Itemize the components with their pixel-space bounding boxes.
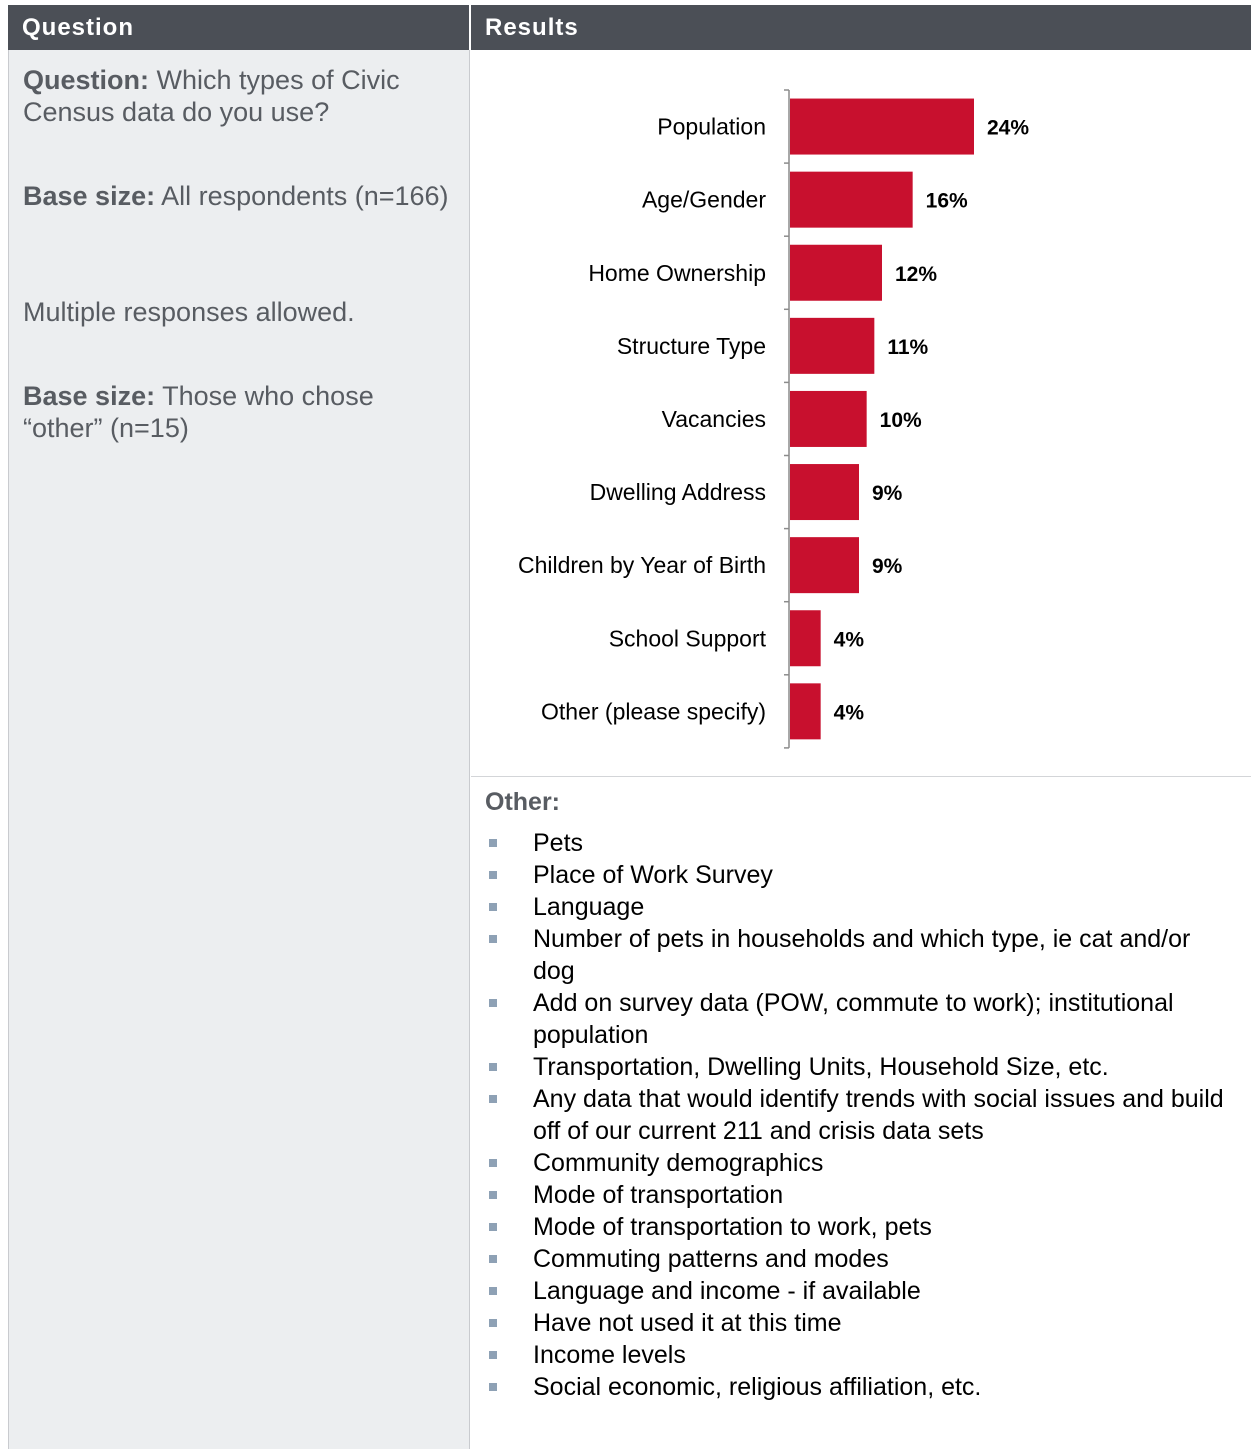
other-list-item-text: Pets [533, 829, 584, 857]
other-responses-list: Pets Place of Work Survey Language Number o… [485, 827, 1225, 1403]
category-label: Home Ownership [588, 260, 766, 286]
other-list-item: Any data that would identify trends with… [485, 1083, 1225, 1147]
chart-bar [790, 464, 859, 521]
other-list-item-text: Income levels [533, 1341, 686, 1369]
value-label: 4% [834, 701, 865, 724]
square-bullet-icon [489, 1287, 497, 1295]
square-bullet-icon [489, 1191, 497, 1199]
category-label: Other (please specify) [541, 698, 766, 724]
square-bullet-icon [489, 1319, 497, 1327]
results-bar-chart: Population 24% Age/Gender 16% Home Ownership… [518, 89, 1029, 749]
square-bullet-icon [489, 935, 497, 943]
header-divider [469, 5, 471, 50]
base-size-prefix: Base size: [23, 181, 156, 211]
other-list-item-text: Language and income - if available [533, 1277, 921, 1305]
other-title: Other: [485, 788, 560, 816]
question-panel: Question: Which types of Civic Census da… [8, 50, 469, 1449]
category-label: Dwelling Address [590, 479, 766, 505]
other-list-item: Mode of transportation to work, pets [485, 1211, 1225, 1243]
chart-bar [790, 244, 882, 301]
chart-bar [790, 317, 875, 374]
value-label: 4% [834, 628, 865, 651]
other-list-item: Language [485, 891, 1225, 923]
other-list-item: Income levels [485, 1339, 1225, 1371]
category-label: Population [657, 114, 766, 140]
other-list-item: Mode of transportation [485, 1179, 1225, 1211]
chart-bar [790, 98, 974, 155]
category-label: School Support [609, 625, 767, 651]
square-bullet-icon [489, 903, 497, 911]
other-list-item: Have not used it at this time [485, 1307, 1225, 1339]
other-list-item-text: Language [533, 893, 645, 921]
other-list-item-text: Transportation, Dwelling Units, Househol… [533, 1053, 1109, 1081]
other-list-item-text: Mode of transportation to work, pets [533, 1213, 932, 1241]
question-text: Which types of Civic Census data do you … [23, 65, 400, 127]
base-size-other-prefix: Base size: [23, 381, 156, 411]
value-label: 9% [872, 555, 903, 578]
other-list-item-text: Community demographics [533, 1149, 824, 1177]
question-block: Question: Which types of Civic Census da… [23, 64, 453, 128]
base-size-block: Base size: All respondents (n=166) [23, 180, 453, 212]
square-bullet-icon [489, 1383, 497, 1391]
value-label: 12% [895, 263, 937, 286]
other-list-item-text: Place of Work Survey [533, 861, 773, 889]
value-label: 10% [880, 409, 922, 432]
value-label: 16% [926, 190, 968, 213]
other-list-item-text: Number of pets in households and which t… [533, 925, 1191, 985]
results-column-header: Results [471, 5, 1251, 50]
chart-bar [790, 610, 821, 667]
other-list-item-text: Add on survey data (POW, commute to work… [533, 989, 1174, 1049]
other-list-item-text: Mode of transportation [533, 1181, 784, 1209]
value-label: 11% [887, 336, 928, 359]
chart-bar [790, 171, 913, 228]
square-bullet-icon [489, 1159, 497, 1167]
square-bullet-icon [489, 1223, 497, 1231]
square-bullet-icon [489, 839, 497, 847]
value-label: 9% [872, 482, 903, 505]
other-list-item: Pets [485, 827, 1225, 859]
base-size-text: All respondents (n=166) [161, 181, 449, 211]
chart-bar [790, 537, 859, 594]
other-list-item: Community demographics [485, 1147, 1225, 1179]
column-divider [469, 50, 470, 1449]
other-list-item: Commuting patterns and modes [485, 1243, 1225, 1275]
other-list-item-text: Any data that would identify trends with… [533, 1085, 1224, 1145]
category-label: Age/Gender [642, 187, 766, 213]
category-label: Structure Type [617, 333, 766, 359]
base-size-other-block: Base size: Those who chose “other” (n=15… [23, 380, 453, 444]
other-list-item: Transportation, Dwelling Units, Househol… [485, 1051, 1225, 1083]
section-divider [471, 776, 1251, 777]
base-size-other-text: Those who chose “other” (n=15) [23, 381, 374, 443]
value-label: 24% [987, 117, 1029, 140]
chart-bar [790, 390, 867, 447]
other-list-item-text: Social economic, religious affiliation, … [533, 1373, 982, 1401]
other-list-item: Social economic, religious affiliation, … [485, 1371, 1225, 1403]
square-bullet-icon [489, 999, 497, 1007]
other-list-item: Language and income - if available [485, 1275, 1225, 1307]
chart-bar [790, 683, 821, 740]
other-list-item: Place of Work Survey [485, 859, 1225, 891]
category-label: Vacancies [662, 406, 766, 432]
question-prefix: Question: [23, 65, 149, 95]
multiple-responses-note: Multiple responses allowed. [23, 297, 355, 327]
other-list-item-text: Have not used it at this time [533, 1309, 842, 1337]
square-bullet-icon [489, 1351, 497, 1359]
other-list-item: Number of pets in households and which t… [485, 923, 1225, 987]
square-bullet-icon [489, 871, 497, 879]
other-list-item: Add on survey data (POW, commute to work… [485, 987, 1225, 1051]
question-column-header: Question [8, 5, 469, 50]
other-list-item-text: Commuting patterns and modes [533, 1245, 889, 1273]
square-bullet-icon [489, 1063, 497, 1071]
square-bullet-icon [489, 1255, 497, 1263]
category-label: Children by Year of Birth [518, 552, 766, 578]
square-bullet-icon [489, 1095, 497, 1103]
